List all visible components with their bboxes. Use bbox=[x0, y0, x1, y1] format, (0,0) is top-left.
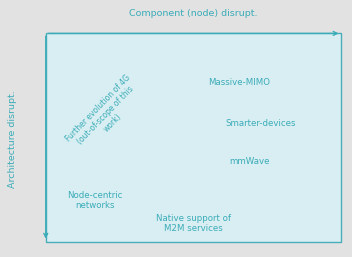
Text: Smarter-devices: Smarter-devices bbox=[225, 119, 296, 128]
Text: Architecture disrupt.: Architecture disrupt. bbox=[8, 90, 17, 188]
Text: mmWave: mmWave bbox=[230, 157, 270, 167]
Text: Node-centric
networks: Node-centric networks bbox=[67, 191, 123, 210]
Text: Native support of
M2M services: Native support of M2M services bbox=[156, 214, 231, 233]
Text: Further evolution of 4G
(out-of-scope of this
work): Further evolution of 4G (out-of-scope of… bbox=[64, 73, 147, 158]
Text: Component (node) disrupt.: Component (node) disrupt. bbox=[129, 9, 258, 18]
FancyBboxPatch shape bbox=[46, 33, 341, 242]
Text: Massive-MIMO: Massive-MIMO bbox=[208, 78, 270, 87]
